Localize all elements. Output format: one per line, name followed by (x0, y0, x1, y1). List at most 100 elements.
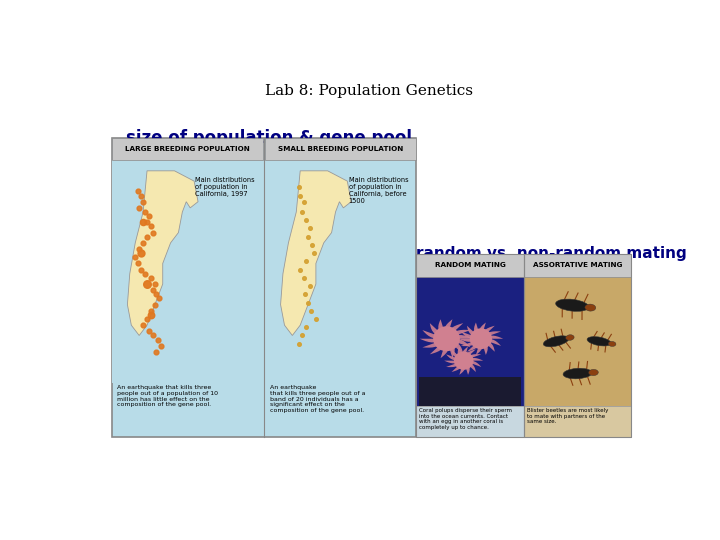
Point (310, 315, 322, 323)
Polygon shape (479, 322, 486, 339)
Point (309, 249, 320, 258)
Point (141, 232, 153, 241)
Point (141, 315, 153, 323)
Point (140, 208, 151, 217)
Polygon shape (446, 339, 455, 358)
Polygon shape (444, 319, 452, 339)
Point (301, 323, 312, 332)
Polygon shape (430, 323, 446, 339)
Point (150, 290, 162, 299)
Polygon shape (481, 326, 495, 339)
Point (145, 274, 157, 282)
Ellipse shape (563, 368, 592, 379)
Polygon shape (481, 332, 501, 339)
Text: size of population & gene pool: size of population & gene pool (126, 129, 413, 147)
Ellipse shape (566, 335, 574, 340)
Polygon shape (467, 326, 481, 339)
Polygon shape (459, 339, 481, 342)
Point (133, 245, 145, 253)
Polygon shape (469, 328, 492, 349)
Point (145, 310, 157, 319)
Polygon shape (481, 339, 495, 352)
Point (305, 307, 317, 315)
Text: SMALL BREEDING POPULATION: SMALL BREEDING POPULATION (279, 146, 404, 152)
FancyBboxPatch shape (524, 406, 631, 437)
Point (140, 269, 151, 278)
Point (149, 280, 161, 288)
Ellipse shape (556, 299, 589, 312)
Ellipse shape (588, 369, 598, 376)
Text: RANDOM MATING: RANDOM MATING (435, 262, 505, 268)
FancyBboxPatch shape (416, 406, 524, 437)
Ellipse shape (608, 341, 616, 347)
Ellipse shape (585, 304, 595, 311)
Polygon shape (459, 361, 465, 375)
Point (156, 341, 167, 350)
Polygon shape (127, 171, 198, 335)
Polygon shape (438, 319, 446, 339)
Point (304, 282, 315, 291)
Point (296, 208, 307, 217)
Point (301, 216, 312, 225)
Polygon shape (446, 339, 471, 347)
Polygon shape (476, 339, 482, 355)
FancyBboxPatch shape (266, 138, 416, 160)
Polygon shape (462, 347, 468, 361)
Polygon shape (420, 339, 446, 342)
Point (138, 239, 149, 247)
FancyBboxPatch shape (524, 254, 631, 277)
Point (299, 290, 310, 299)
Point (296, 331, 307, 340)
Point (293, 183, 305, 192)
Polygon shape (464, 361, 481, 367)
Point (153, 294, 165, 303)
Ellipse shape (544, 336, 569, 347)
Point (150, 348, 162, 356)
Polygon shape (446, 330, 471, 339)
Point (143, 327, 154, 336)
Text: random vs. non-random mating: random vs. non-random mating (416, 246, 687, 261)
Polygon shape (430, 339, 446, 354)
Polygon shape (446, 339, 463, 354)
Polygon shape (461, 332, 481, 339)
Point (145, 222, 157, 231)
Polygon shape (419, 377, 521, 406)
Text: Main distributions
of population in
California, before
1500: Main distributions of population in Cali… (348, 177, 408, 204)
Point (304, 224, 315, 233)
Point (141, 280, 153, 288)
Polygon shape (433, 326, 460, 351)
Point (133, 204, 145, 212)
Polygon shape (446, 323, 463, 339)
Point (148, 228, 159, 237)
Point (302, 232, 314, 241)
Polygon shape (474, 322, 481, 339)
FancyBboxPatch shape (524, 277, 631, 406)
FancyBboxPatch shape (416, 277, 524, 406)
Polygon shape (481, 339, 487, 355)
Polygon shape (481, 336, 503, 339)
Point (148, 331, 159, 340)
Polygon shape (441, 339, 449, 358)
Polygon shape (451, 349, 464, 361)
Text: Lab 8: Population Genetics: Lab 8: Population Genetics (265, 84, 473, 98)
Point (138, 218, 149, 227)
Point (294, 265, 306, 274)
Polygon shape (464, 354, 481, 361)
Text: LARGE BREEDING POPULATION: LARGE BREEDING POPULATION (125, 146, 250, 152)
Polygon shape (446, 361, 464, 367)
Polygon shape (481, 339, 501, 346)
Point (130, 253, 141, 261)
Point (138, 198, 149, 206)
Point (138, 321, 149, 329)
Polygon shape (464, 361, 469, 375)
Point (135, 265, 146, 274)
Point (132, 259, 143, 268)
Point (298, 198, 310, 206)
Polygon shape (444, 361, 464, 363)
Polygon shape (458, 347, 464, 361)
Text: An earthquake
that kills three people out of a
band of 20 individuals has a
sign: An earthquake that kills three people ou… (270, 385, 366, 413)
Text: Coral polups disperse their sperm
into the ocean currents. Contact
with an egg i: Coral polups disperse their sperm into t… (419, 408, 512, 430)
Point (148, 286, 159, 294)
Point (135, 249, 146, 258)
Point (293, 340, 305, 348)
